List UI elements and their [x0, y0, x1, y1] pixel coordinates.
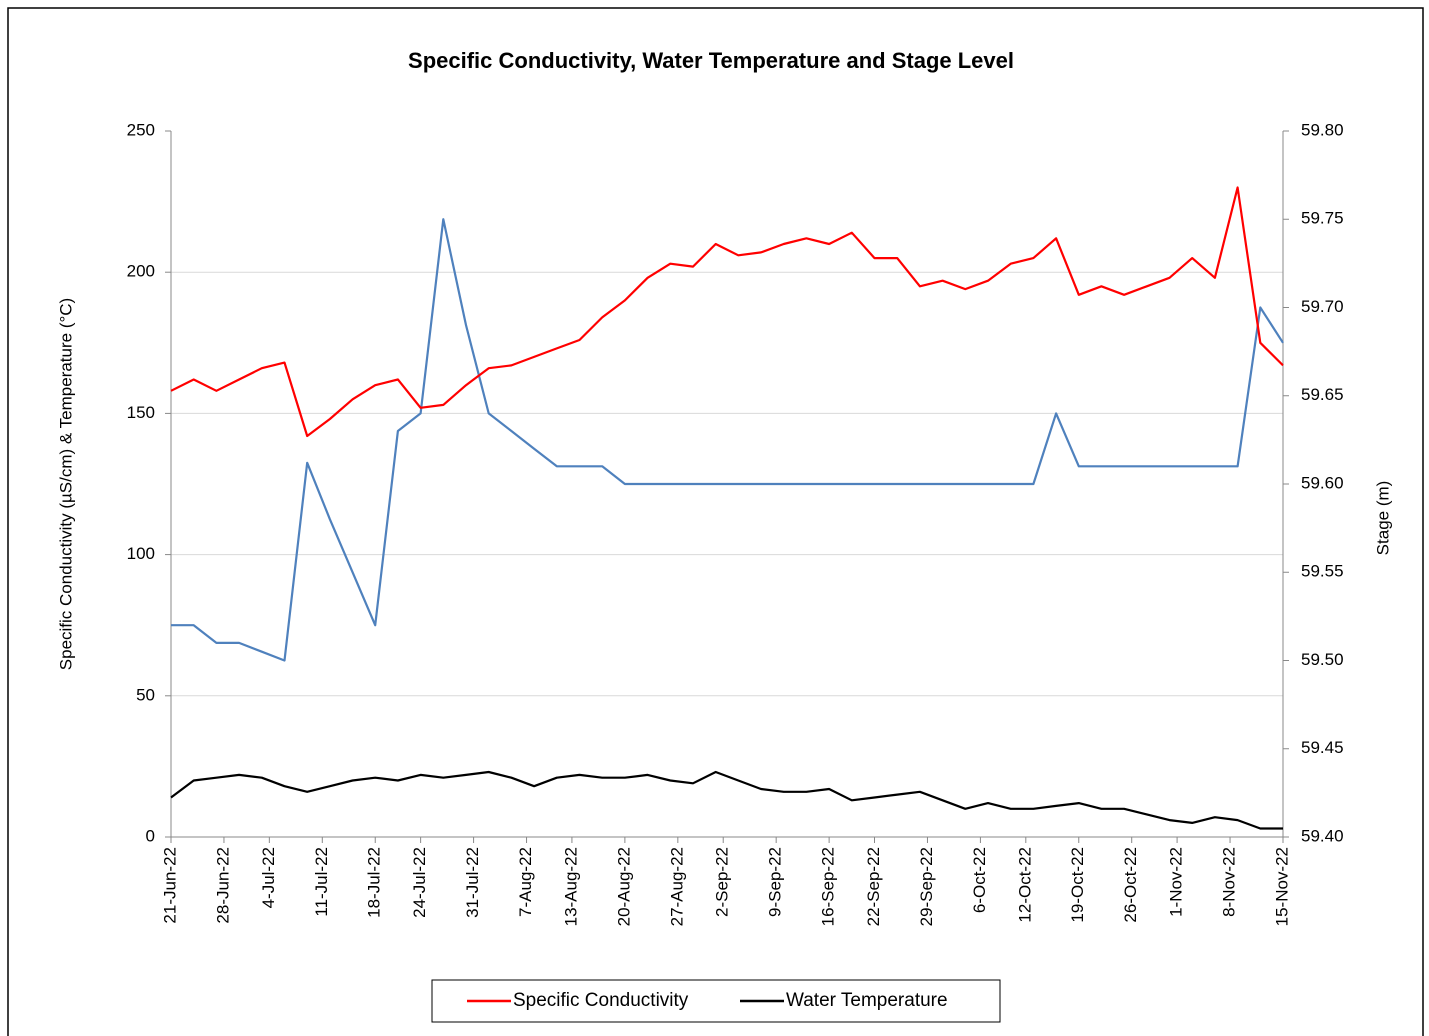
x-tick-label: 29-Sep-22: [917, 847, 936, 926]
y-tick-label: 150: [127, 403, 155, 422]
y-tick-label: 250: [127, 120, 155, 139]
x-tick-label: 11-Jul-22: [312, 847, 331, 917]
y2-tick-label: 59.70: [1301, 297, 1344, 316]
x-tick-label: 28-Jun-22: [213, 847, 232, 924]
y2-tick-label: 59.75: [1301, 209, 1344, 228]
x-tick-label: 18-Jul-22: [365, 847, 384, 918]
y2-tick-label: 59.80: [1301, 120, 1344, 139]
series-line: [170, 770, 1283, 830]
x-tick-label: 6-Oct-22: [970, 847, 989, 913]
y2-tick-label: 59.40: [1301, 826, 1344, 845]
x-tick-label: 16-Sep-22: [819, 847, 838, 926]
x-tick-label: 7-Aug-22: [516, 847, 535, 917]
legend-label: Water Temperature: [786, 990, 948, 1011]
y-axis-label: Specific Conductivity (µS/cm) & Temperat…: [56, 298, 75, 670]
x-tick-label: 21-Jun-22: [160, 847, 179, 924]
y2-tick-label: 59.65: [1301, 385, 1344, 404]
legend-label: Specific Conductivity: [513, 990, 689, 1011]
y2-tick-label: 59.55: [1301, 562, 1344, 581]
x-tick-label: 27-Aug-22: [667, 847, 686, 926]
x-tick-label: 1-Nov-22: [1167, 847, 1186, 917]
y-tick-label: 100: [127, 544, 155, 563]
x-tick-label: 9-Sep-22: [766, 847, 785, 917]
chart-frame: [7, 7, 1424, 1036]
series-line: [171, 218, 1284, 662]
x-tick-label: 19-Oct-22: [1068, 847, 1087, 923]
y2-axis-label: Stage (m): [1373, 481, 1392, 556]
legend: [431, 979, 1001, 1023]
x-tick-label: 12-Oct-22: [1015, 847, 1034, 923]
y-tick-label: 200: [127, 262, 155, 281]
x-tick-label: 4-Jul-22: [259, 847, 278, 908]
chart-title: Specific Conductivity, Water Temperature…: [408, 48, 1014, 73]
x-tick-label: 2-Sep-22: [713, 847, 732, 917]
y-tick-label: 50: [136, 685, 155, 704]
y2-tick-label: 59.60: [1301, 473, 1344, 492]
y-tick-label: 0: [146, 826, 155, 845]
x-tick-label: 22-Sep-22: [864, 847, 883, 926]
x-tick-label: 15-Nov-22: [1272, 847, 1291, 926]
x-tick-label: 20-Aug-22: [614, 847, 633, 926]
x-tick-label: 24-Jul-22: [410, 847, 429, 918]
x-tick-label: 26-Oct-22: [1121, 847, 1140, 923]
y2-tick-label: 59.45: [1301, 738, 1344, 757]
y2-tick-label: 59.50: [1301, 650, 1344, 669]
series-line: [170, 186, 1284, 438]
x-tick-label: 31-Jul-22: [463, 847, 482, 918]
x-tick-label: 13-Aug-22: [561, 847, 580, 926]
x-tick-label: 8-Nov-22: [1220, 847, 1239, 917]
